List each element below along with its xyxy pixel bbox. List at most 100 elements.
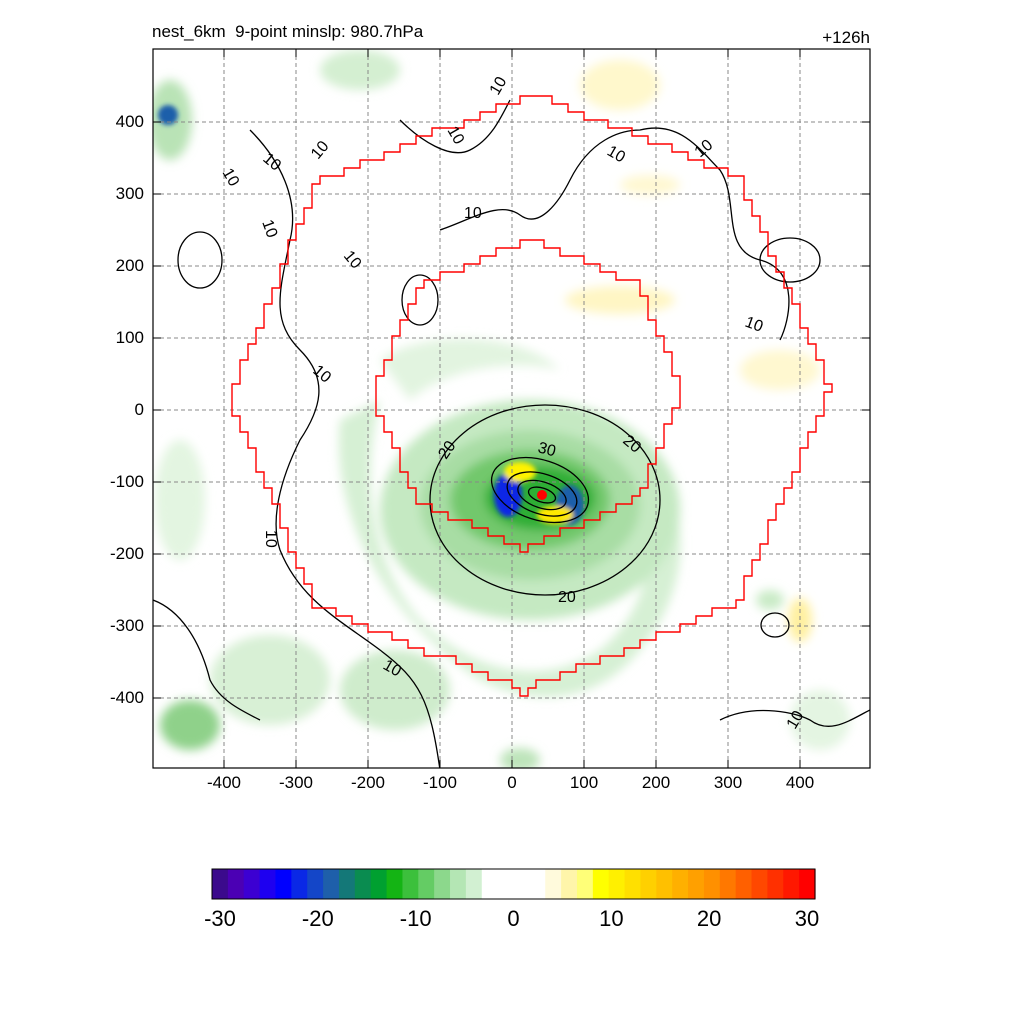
y-tick-label: 200 bbox=[115, 256, 144, 275]
colorbar-swatch bbox=[592, 869, 610, 899]
contour-label: 10 bbox=[743, 314, 766, 336]
colorbar-label: -30 bbox=[204, 906, 236, 931]
colorbar-swatch bbox=[656, 869, 673, 899]
colorbar-swatch bbox=[624, 869, 642, 899]
y-tick-label: -200 bbox=[109, 544, 144, 563]
core-dipole bbox=[158, 105, 584, 525]
colorbar-swatch bbox=[212, 869, 229, 899]
colorbar-swatch bbox=[799, 869, 816, 899]
colorbar-frame bbox=[211, 868, 816, 900]
plot-title: nest_6km 9-point minslp: 980.7hPa bbox=[152, 22, 424, 41]
green-field bbox=[153, 50, 850, 768]
colorbar-swatch bbox=[354, 869, 372, 899]
colorbar-label: 0 bbox=[507, 906, 520, 931]
colorbar-label: 30 bbox=[794, 906, 820, 931]
contour-label: 10 bbox=[308, 138, 333, 163]
colorbar-label: 20 bbox=[696, 906, 722, 931]
colorbar-swatch bbox=[672, 869, 689, 899]
x-tick-label: -100 bbox=[422, 773, 458, 792]
x-tick-label: -400 bbox=[206, 773, 242, 792]
colorbar-swatch bbox=[227, 869, 245, 899]
contour-10-southeast bbox=[719, 709, 870, 727]
shaded-field bbox=[153, 50, 850, 768]
colorbar-swatch bbox=[529, 869, 546, 899]
colorbar-swatch bbox=[783, 869, 800, 899]
grid-lines bbox=[153, 49, 870, 768]
colorbar-swatch bbox=[751, 869, 768, 899]
colorbar-swatch bbox=[291, 869, 308, 899]
contour-inner-2 bbox=[517, 479, 567, 511]
colorbar-swatch bbox=[338, 869, 356, 899]
colorbar-swatch bbox=[513, 869, 530, 899]
colorbar-swatch bbox=[481, 869, 499, 899]
colorbar-swatch bbox=[386, 869, 404, 899]
contour-label: 10 bbox=[380, 657, 404, 681]
colorbar-swatch bbox=[703, 869, 721, 899]
contour-label: 20 bbox=[558, 589, 576, 606]
colorbar-swatch bbox=[640, 869, 657, 899]
colorbar-swatch bbox=[323, 869, 340, 899]
colorbar-swatch bbox=[767, 869, 784, 899]
colorbar-swatch bbox=[370, 869, 388, 899]
colorbar-swatch bbox=[465, 869, 483, 899]
contour-label: 10 bbox=[444, 124, 468, 148]
colorbar-swatch bbox=[608, 869, 626, 899]
colorbar-swatch bbox=[719, 869, 737, 899]
contour-label: 10 bbox=[340, 248, 365, 273]
contour-label: 10 bbox=[487, 74, 511, 98]
colorbar-swatch bbox=[402, 869, 419, 899]
contour-label: 10 bbox=[692, 137, 717, 162]
contour-label: 30 bbox=[536, 439, 558, 460]
contour-30 bbox=[490, 456, 590, 524]
contour-label: 10 bbox=[464, 205, 482, 222]
colorbar-swatch bbox=[450, 869, 467, 899]
storm-center-marker bbox=[537, 490, 547, 500]
colorbar bbox=[212, 869, 816, 899]
colorbar-swatch bbox=[418, 869, 435, 899]
contour-inner-1 bbox=[506, 471, 578, 517]
contour-label: 10 bbox=[604, 143, 628, 167]
contour-10-blob-4 bbox=[401, 274, 439, 326]
colorbar-swatch bbox=[434, 869, 451, 899]
inner-nest-boundary bbox=[375, 239, 681, 553]
x-tick-label: -300 bbox=[278, 773, 314, 792]
colorbar-swatch bbox=[497, 869, 515, 899]
contour-10-blob-1 bbox=[177, 231, 223, 289]
y-tick-label: -300 bbox=[109, 616, 144, 635]
outer-nest-boundary bbox=[231, 95, 833, 697]
colorbar-swatch bbox=[561, 869, 578, 899]
y-tick-label: 100 bbox=[115, 328, 144, 347]
nest-boundaries bbox=[231, 95, 833, 697]
colorbar-swatch bbox=[259, 869, 277, 899]
contour-10-blob-2 bbox=[759, 237, 821, 283]
tick-marks bbox=[153, 49, 870, 768]
contour-20 bbox=[429, 404, 661, 596]
contour-label: 10 bbox=[784, 708, 808, 732]
colorbar-swatch bbox=[307, 869, 324, 899]
contour-label: 10 bbox=[219, 166, 243, 190]
x-tick-label: 300 bbox=[713, 773, 743, 792]
colorbar-swatch bbox=[275, 869, 292, 899]
x-tick-label: -200 bbox=[350, 773, 386, 792]
colorbar-label: -20 bbox=[301, 906, 334, 931]
colorbar-swatch bbox=[545, 869, 562, 899]
y-tick-label: 400 bbox=[115, 112, 144, 131]
contour-label: 10 bbox=[309, 362, 334, 387]
colorbar-swatch bbox=[688, 869, 705, 899]
x-tick-label: 0 bbox=[507, 773, 517, 792]
colorbar-swatch bbox=[735, 869, 753, 899]
colorbar-label: -10 bbox=[399, 906, 432, 931]
x-tick-label: 400 bbox=[785, 773, 815, 792]
x-tick-label: 100 bbox=[569, 773, 599, 792]
y-tick-label: -100 bbox=[109, 472, 144, 491]
y-tick-label: -400 bbox=[109, 688, 144, 707]
colorbar-swatch bbox=[243, 869, 261, 899]
contour-label: 10 bbox=[258, 218, 280, 241]
y-tick-label: 0 bbox=[134, 400, 144, 419]
contour-inner-3 bbox=[527, 486, 557, 504]
y-tick-label: 300 bbox=[115, 184, 144, 203]
colorbar-swatch bbox=[576, 869, 594, 899]
forecast-hour: +126h bbox=[822, 28, 870, 47]
